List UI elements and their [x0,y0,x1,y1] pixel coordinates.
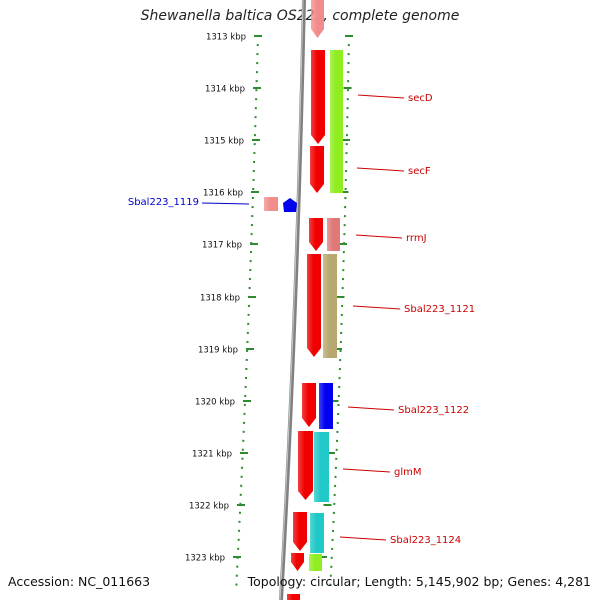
gene-Sbal223-1121 [323,254,337,358]
gene-glmM [314,432,329,502]
cds-arrow [311,0,324,38]
gene-label-leader [339,536,387,541]
cds-arrow [311,50,325,144]
gene-Sbal223-1122 [319,383,333,429]
left-cds-feature [264,197,278,211]
backbone-line [279,0,306,600]
gene-label: Sbal223_1124 [390,535,461,546]
gene-label-leader [357,94,405,99]
cds-arrow [293,512,307,551]
ruler-label: 1321 kbp [192,450,232,460]
gene-label: secF [408,166,431,177]
gene-label: secD [408,93,433,104]
cds-arrow [310,146,324,193]
gene-label-leader [355,234,403,239]
ruler-label: 1322 kbp [189,502,229,512]
gene-label: rrmJ [406,233,427,244]
ruler-label: 1320 kbp [195,398,235,408]
accession-text: Accession: NC_011663 [8,574,151,589]
cds-arrow [309,218,323,251]
ruler-label: 1313 kbp [206,33,246,43]
gene-label-leader [352,305,401,310]
left-gene-feature [283,198,297,212]
ruler-track-left [235,34,259,593]
gene-Sbal223-1124 [310,513,324,553]
genome-summary: Topology: circular; Length: 5,145,902 bp… [247,574,591,589]
gene-label: glmM [394,467,422,478]
cds-block [287,594,300,600]
ruler-label: 1323 kbp [185,554,225,564]
gene-label-leader [347,406,395,411]
gene-label-leader [356,167,405,172]
cds-arrow [298,431,313,500]
gene-secD-secF [330,50,343,193]
left-gene-leader [201,202,250,205]
left-gene-label: Sbal223_1119 [128,197,199,208]
gene-label-leader [342,468,391,473]
cds-arrow [302,383,316,427]
cds-arrow [307,254,321,357]
cds-arrow [291,553,304,571]
ruler-label: 1316 kbp [203,189,243,199]
gene-label: Sbal223_1122 [398,405,469,416]
ruler-label: 1317 kbp [202,241,242,251]
gene-rrmJ [327,218,340,251]
gene-label: Sbal223_1121 [404,304,475,315]
backbone-highlight [279,0,304,600]
ruler-label: 1314 kbp [205,85,245,95]
genome-title: Shewanella baltica OS223, complete genom… [140,8,460,24]
gene-next [309,554,322,571]
ruler-label: 1319 kbp [198,346,238,356]
ruler-label: 1315 kbp [204,137,244,147]
ruler-label: 1318 kbp [200,294,240,304]
